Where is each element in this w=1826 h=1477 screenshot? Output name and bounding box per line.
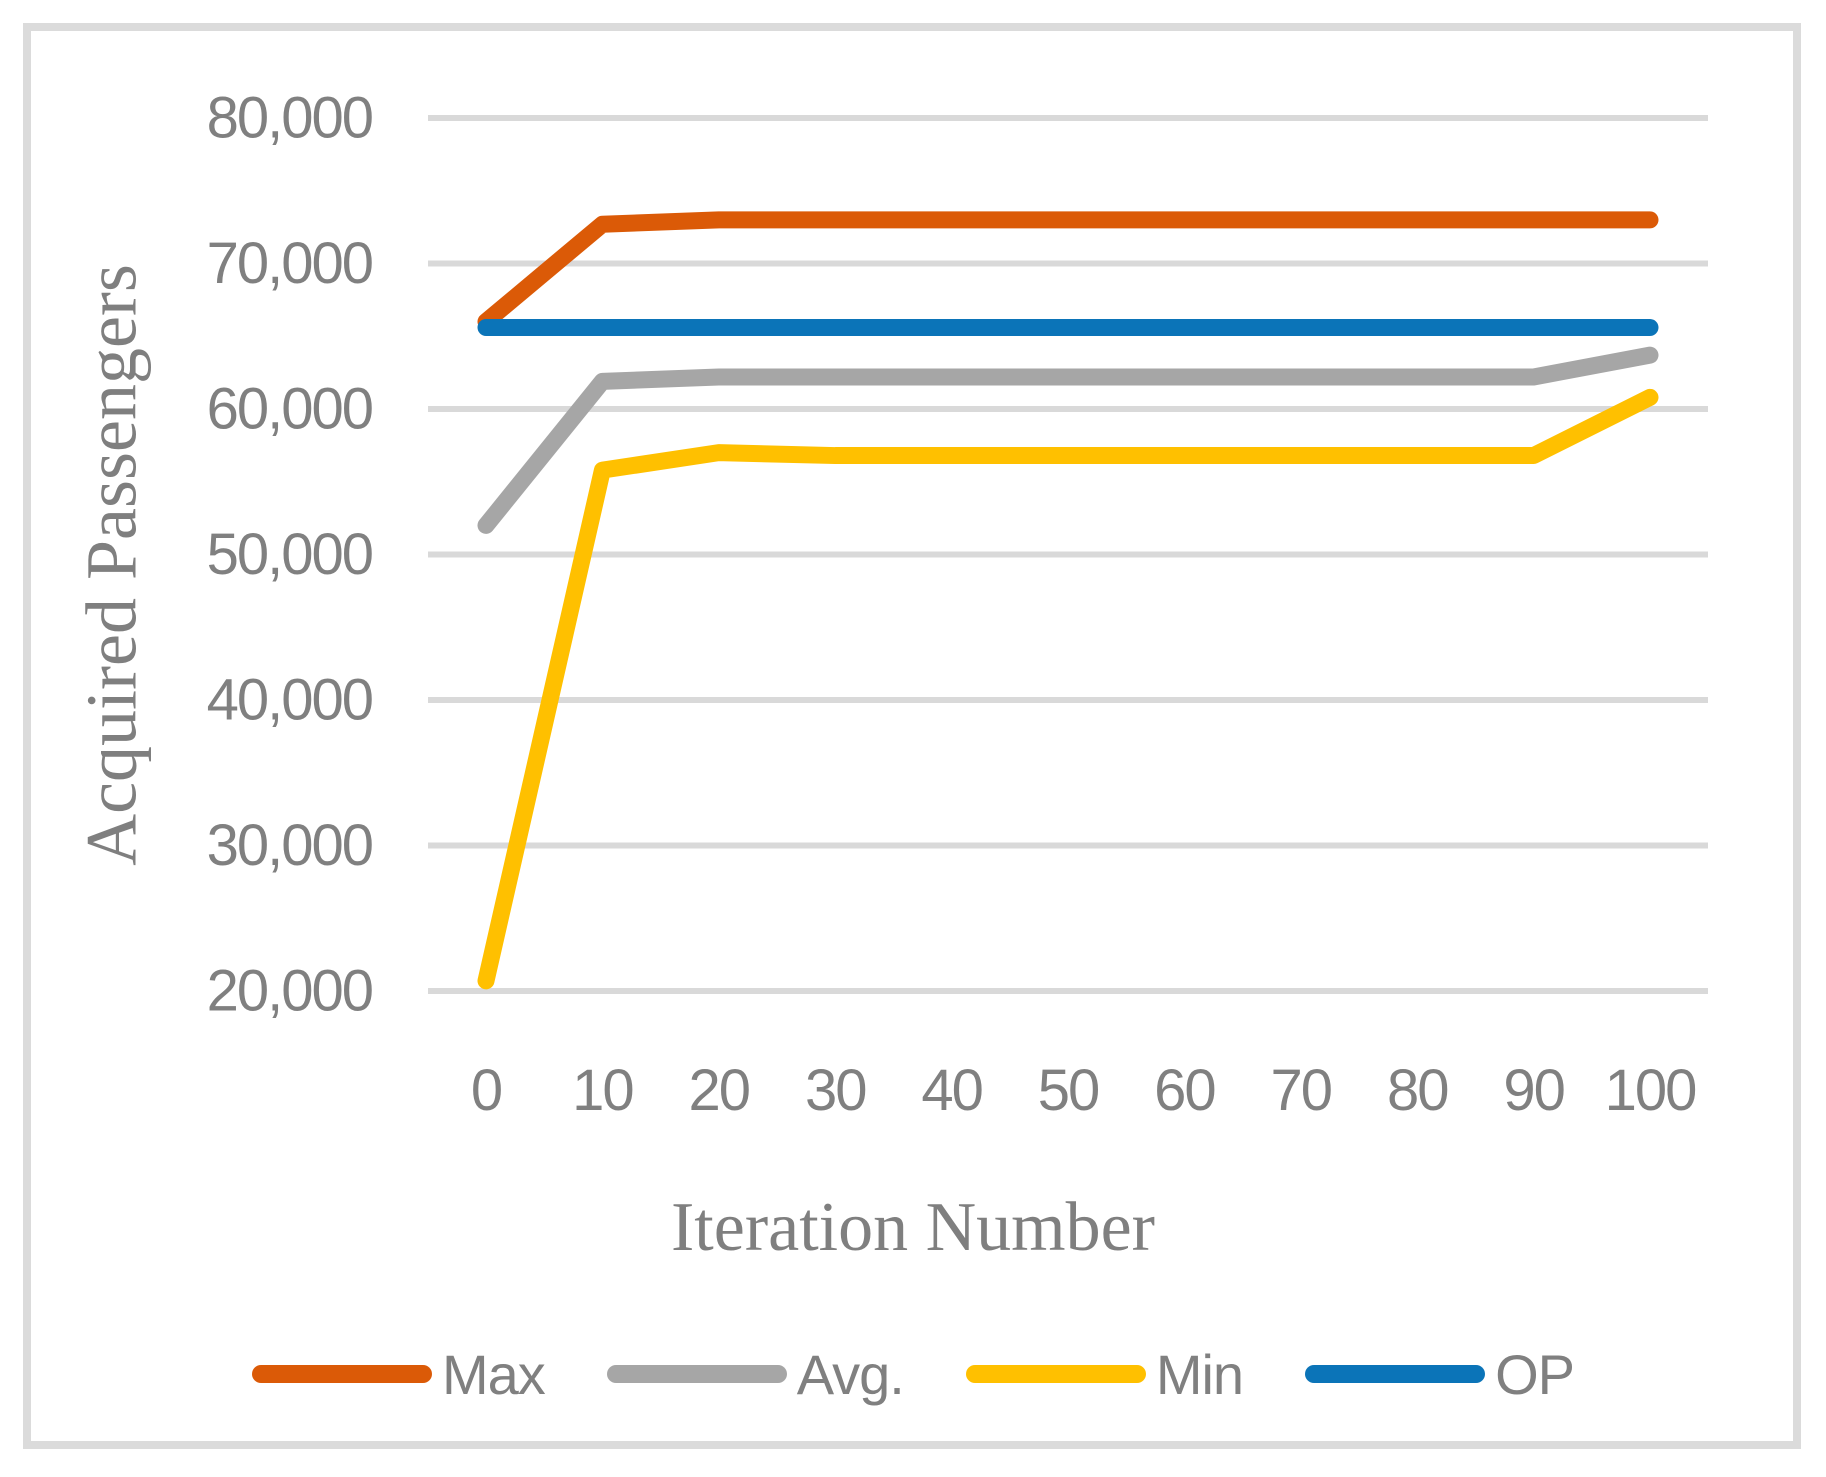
x-tick-label: 70 xyxy=(1271,1058,1332,1123)
y-tick-label: 60,000 xyxy=(207,377,372,442)
x-tick-label: 20 xyxy=(689,1058,750,1123)
y-tick-label: 30,000 xyxy=(207,813,372,878)
legend-label-max: Max xyxy=(442,1342,546,1406)
legend-swatch-min xyxy=(965,1365,1146,1383)
x-tick-label: 100 xyxy=(1605,1058,1696,1123)
x-axis-title: Iteration Number xyxy=(671,1189,1155,1266)
y-tick-label: 80,000 xyxy=(207,86,372,151)
y-tick-label: 40,000 xyxy=(207,668,372,733)
x-tick-label: 40 xyxy=(921,1058,982,1123)
series-line-avg xyxy=(477,346,1659,534)
y-tick-label: 50,000 xyxy=(207,522,372,587)
legend-label-op: OP xyxy=(1495,1342,1575,1406)
legend-item-avg: Avg. xyxy=(606,1342,905,1407)
legend-label-avg: Avg. xyxy=(796,1342,905,1406)
series-line-max xyxy=(477,211,1659,331)
series-line-min xyxy=(477,388,1659,990)
x-axis-tick-labels: 0 10 20 30 40 50 60 70 80 90 100 xyxy=(471,1058,1698,1123)
y-axis-title: Acquired Passengers xyxy=(71,264,152,866)
legend-swatch-op xyxy=(1305,1365,1486,1383)
x-tick-label: 10 xyxy=(572,1058,633,1123)
x-tick-label: 80 xyxy=(1387,1058,1448,1123)
legend-swatch-avg xyxy=(606,1365,787,1383)
legend: Max Avg. Min OP xyxy=(0,1338,1826,1410)
series-lines xyxy=(477,211,1659,990)
legend-item-max: Max xyxy=(252,1342,546,1407)
gridlines xyxy=(428,115,1708,994)
x-tick-label: 0 xyxy=(471,1058,501,1123)
x-tick-label: 30 xyxy=(805,1058,866,1123)
legend-item-op: OP xyxy=(1305,1342,1575,1407)
y-axis-tick-labels: 20,000 30,000 40,000 50,000 60,000 70,000 80,0… xyxy=(207,86,374,1024)
x-tick-label: 60 xyxy=(1154,1058,1215,1123)
legend-item-min: Min xyxy=(965,1342,1244,1407)
x-tick-label: 50 xyxy=(1038,1058,1099,1123)
legend-label-min: Min xyxy=(1155,1342,1244,1406)
y-tick-label: 20,000 xyxy=(207,959,372,1024)
y-tick-label: 70,000 xyxy=(207,231,372,296)
legend-swatch-max xyxy=(252,1365,432,1383)
x-tick-label: 90 xyxy=(1503,1058,1564,1123)
